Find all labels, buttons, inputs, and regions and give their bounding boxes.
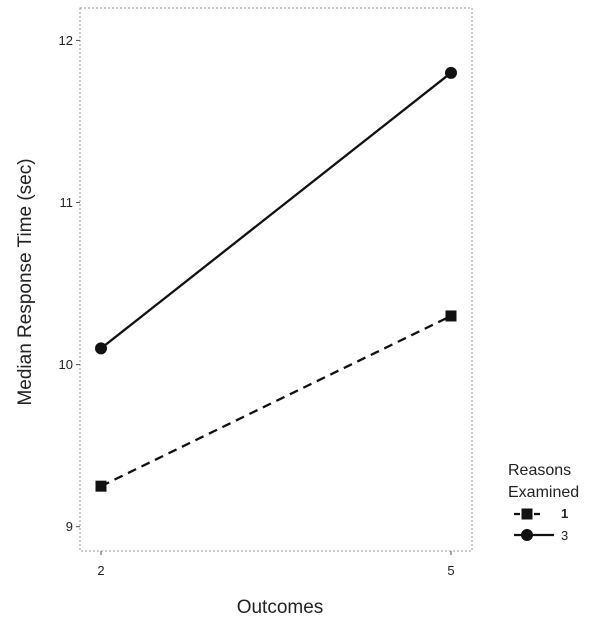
legend-title-line2: Examined — [508, 484, 579, 501]
y-axis-title: Median Response Time (sec) — [15, 158, 36, 405]
y-tick-label: 12 — [59, 33, 73, 48]
plot-frame — [79, 7, 473, 552]
series-line-3 — [100, 71, 452, 350]
y-axis-ticks: 9 10 11 12 — [59, 33, 80, 534]
series-point-3 — [95, 342, 107, 355]
legend-marker-series-3 — [521, 529, 533, 541]
x-tick-label: 5 — [447, 563, 454, 578]
series-line-1 — [100, 314, 452, 488]
series-point-1 — [445, 310, 457, 322]
y-tick-label: 11 — [60, 195, 74, 210]
y-tick-label: 9 — [66, 519, 73, 534]
x-axis-title: Outcomes — [237, 597, 324, 617]
legend: Reasons Examined 1 3 — [508, 462, 579, 543]
legend-marker-series-1 — [521, 508, 533, 520]
series-point-1 — [95, 480, 107, 492]
y-tick-label: 10 — [59, 357, 73, 372]
x-tick-label: 2 — [97, 563, 104, 578]
series-layer — [95, 66, 457, 492]
legend-label-series-3: 3 — [561, 528, 568, 543]
legend-title-line1: Reasons — [508, 462, 571, 479]
legend-label-series-1: 1 — [561, 506, 568, 521]
series-point-3 — [445, 66, 457, 79]
